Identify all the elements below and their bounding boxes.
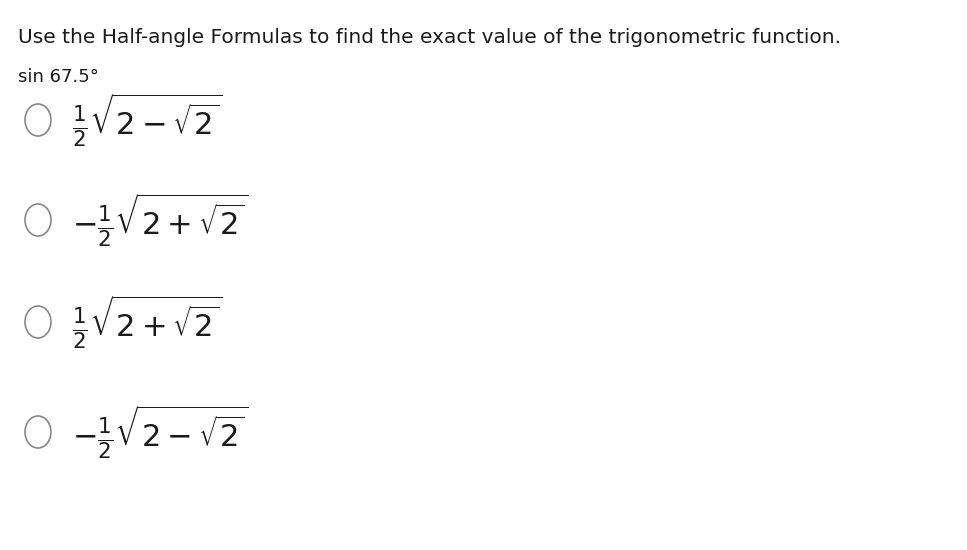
Text: Use the Half-angle Formulas to find the exact value of the trigonometric functio: Use the Half-angle Formulas to find the … bbox=[18, 28, 841, 47]
Text: $\frac{1}{2}\sqrt{2+\sqrt{2}}$: $\frac{1}{2}\sqrt{2+\sqrt{2}}$ bbox=[72, 293, 222, 351]
Text: sin 67.5°: sin 67.5° bbox=[18, 68, 99, 86]
Text: $-\frac{1}{2}\sqrt{2-\sqrt{2}}$: $-\frac{1}{2}\sqrt{2-\sqrt{2}}$ bbox=[72, 403, 249, 461]
Text: $-\frac{1}{2}\sqrt{2+\sqrt{2}}$: $-\frac{1}{2}\sqrt{2+\sqrt{2}}$ bbox=[72, 191, 249, 249]
Text: $\frac{1}{2}\sqrt{2-\sqrt{2}}$: $\frac{1}{2}\sqrt{2-\sqrt{2}}$ bbox=[72, 91, 222, 149]
